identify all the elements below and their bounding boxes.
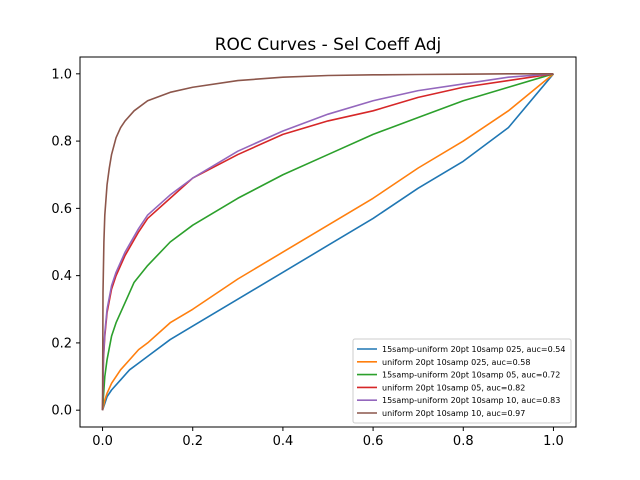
x-tick-label: 0.2 bbox=[182, 434, 203, 449]
legend-label-2: uniform 20pt 10samp 025, auc=0.58 bbox=[382, 358, 530, 367]
y-tick-label: 0.8 bbox=[51, 135, 72, 150]
series-layer bbox=[101, 73, 555, 411]
legend-label-6: uniform 20pt 10samp 10, auc=0.97 bbox=[382, 409, 525, 418]
legend: 15samp-uniform 20pt 10samp 025, auc=0.54… bbox=[352, 338, 572, 424]
ticks-layer: 0.0 0.2 0.4 0.6 0.8 1.0 0.0 0.2 0.4 0.6 0.8 1.0 bbox=[51, 67, 563, 449]
y-tick-label: 0.0 bbox=[51, 404, 72, 419]
y-tick-label: 0.2 bbox=[51, 336, 72, 351]
series-line-3 bbox=[101, 73, 554, 411]
x-tick-label: 0.0 bbox=[92, 434, 113, 449]
x-tick-label: 0.8 bbox=[453, 434, 474, 449]
series-line-5 bbox=[101, 73, 554, 411]
series-line-1 bbox=[101, 73, 555, 411]
chart-title: ROC Curves - Sel Coeff Adj bbox=[215, 35, 442, 55]
series-line-6 bbox=[101, 73, 554, 411]
x-tick-label: 0.6 bbox=[363, 434, 384, 449]
legend-label-3: 15samp-uniform 20pt 10samp 05, auc=0.72 bbox=[382, 371, 560, 380]
y-tick-label: 0.6 bbox=[51, 202, 72, 217]
legend-label-1: 15samp-uniform 20pt 10samp 025, auc=0.54 bbox=[382, 345, 565, 354]
y-tick-label: 0.4 bbox=[51, 269, 72, 284]
series-line-2 bbox=[101, 73, 554, 411]
legend-label-5: 15samp-uniform 20pt 10samp 10, auc=0.83 bbox=[382, 396, 560, 405]
x-tick-label: 0.4 bbox=[273, 434, 294, 449]
legend-box bbox=[352, 338, 572, 424]
plot-frame bbox=[79, 56, 577, 428]
y-tick-label: 1.0 bbox=[51, 67, 72, 82]
legend-label-4: uniform 20pt 10samp 05, auc=0.82 bbox=[382, 383, 525, 392]
x-tick-label: 1.0 bbox=[543, 434, 564, 449]
